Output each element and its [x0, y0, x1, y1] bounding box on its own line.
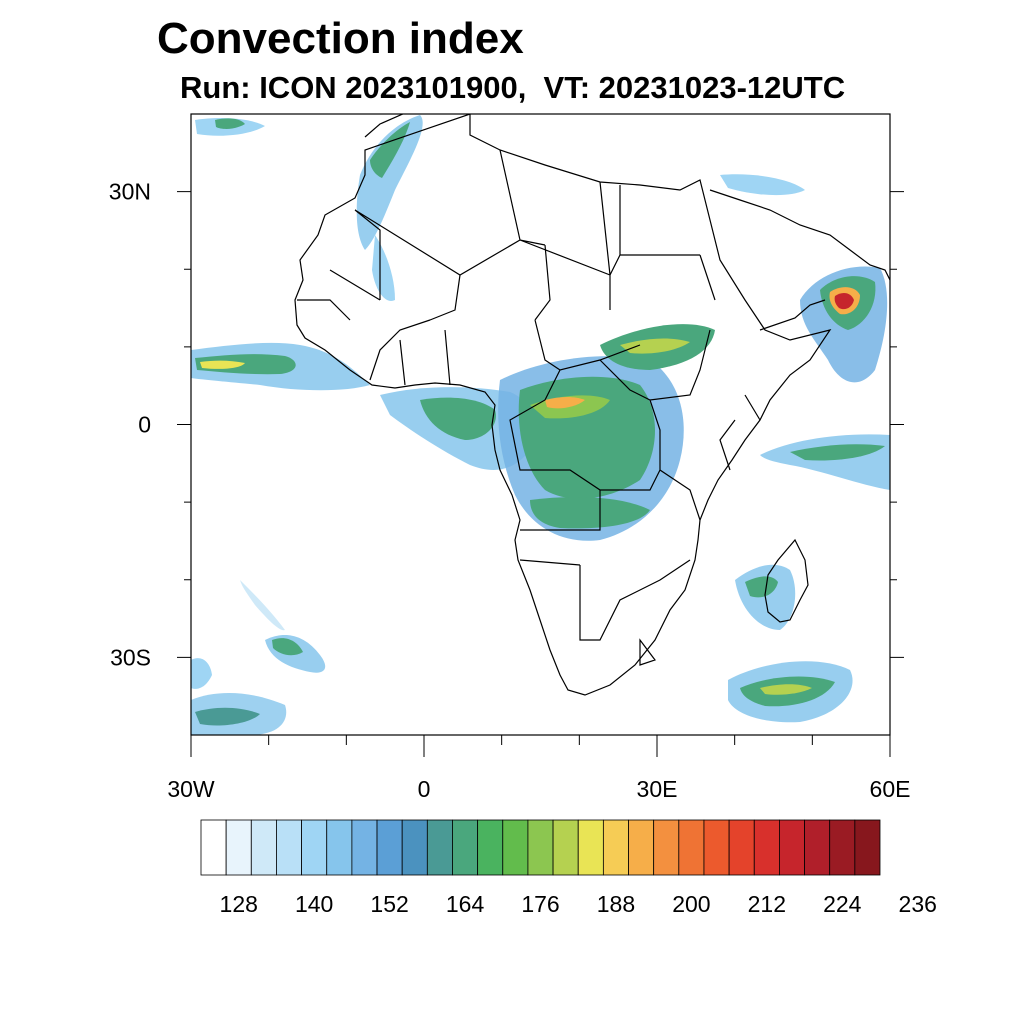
- colorbar-swatch: [527, 819, 554, 876]
- colorbar-tick-label: 224: [823, 891, 862, 917]
- colorbar-swatch: [477, 819, 504, 876]
- country-borders: [297, 149, 761, 666]
- colorbar-swatch: [426, 819, 453, 876]
- field-sw-corner-core: [195, 707, 260, 726]
- colorbar-swatch: [653, 819, 680, 876]
- field-angola: [530, 497, 650, 529]
- colorbar-swatch: [854, 819, 881, 876]
- colorbar-swatch: [452, 819, 479, 876]
- field-nw-africa: [356, 115, 423, 250]
- colorbar-swatch: [577, 819, 604, 876]
- field-nw-africa-core: [370, 122, 410, 178]
- field-west-edge: [191, 658, 212, 689]
- arabia-coastline: [709, 189, 890, 331]
- lat-label: 30S: [110, 644, 151, 670]
- colorbar-swatch: [276, 819, 302, 876]
- colorbar-tick-label: 212: [748, 891, 786, 917]
- colorbar-swatch: [225, 819, 252, 876]
- colorbar-tick-label: 128: [220, 891, 258, 917]
- field-itcz-peak: [200, 360, 245, 369]
- colorbar-swatch: [200, 819, 227, 876]
- colorbar-labels: 128 140 152 164 176 188 200 212 224 236: [220, 891, 937, 917]
- field-iberia: [215, 118, 245, 129]
- colorbar-swatch: [376, 819, 403, 876]
- colorbar-tick-label: 188: [597, 891, 635, 917]
- colorbar-tick-label: 176: [521, 891, 559, 917]
- lat-label: 0: [138, 412, 151, 438]
- field-cyclone-eye: [834, 292, 854, 310]
- field-south-indian-peak: [760, 684, 812, 695]
- colorbar-tick-label: 152: [370, 891, 408, 917]
- convection-field: [191, 115, 890, 735]
- field-persian-gulf: [720, 174, 805, 196]
- field-west-sahara: [372, 235, 395, 301]
- colorbar-swatch: [351, 819, 378, 876]
- lat-label: 30N: [109, 179, 151, 205]
- field-sw-streak: [240, 580, 285, 631]
- field-congo-core: [518, 376, 655, 499]
- colorbar-tick-label: 140: [295, 891, 333, 917]
- axis-ticks: [177, 191, 904, 757]
- field-congo-peak: [545, 397, 585, 409]
- colorbar-swatch: [829, 819, 856, 876]
- colorbar-tick-label: 200: [672, 891, 710, 917]
- colorbar-tick-label: 236: [899, 891, 937, 917]
- colorbar-swatch: [326, 819, 353, 876]
- lon-label: 0: [418, 776, 431, 802]
- colorbar: [200, 819, 881, 876]
- colorbar-swatch: [602, 819, 629, 876]
- colorbar-swatch: [703, 819, 730, 876]
- colorbar-swatch: [779, 819, 805, 876]
- colorbar-swatch: [804, 819, 831, 876]
- coastlines-borders: [294, 114, 890, 696]
- field-indian-ocean-core: [790, 444, 885, 461]
- chart-subtitle: Run: ICON 2023101900, VT: 20231023-12UTC: [180, 70, 846, 105]
- field-east-africa-peak: [620, 338, 690, 354]
- lon-label: 30W: [167, 776, 215, 802]
- lon-label: 30E: [637, 776, 678, 802]
- colorbar-swatch: [552, 819, 579, 876]
- field-madagascar-core: [745, 576, 778, 598]
- colorbar-swatch: [301, 819, 328, 876]
- field-gulf-core: [420, 397, 496, 440]
- colorbar-tick-label: 164: [446, 891, 485, 917]
- colorbar-swatch: [250, 819, 277, 876]
- colorbar-swatch: [678, 819, 705, 876]
- field-itcz-core: [195, 354, 296, 375]
- colorbar-swatch: [753, 819, 780, 876]
- field-south-atlantic-core: [272, 638, 303, 656]
- colorbar-swatch: [628, 819, 655, 876]
- madagascar-coastline: [764, 538, 809, 623]
- lon-label: 60E: [870, 776, 911, 802]
- axis-labels: 30N 0 30S 30W 0 30E 60E: [109, 179, 911, 802]
- colorbar-swatch: [401, 819, 428, 876]
- chart-title: Convection index: [157, 14, 524, 63]
- colorbar-swatch: [728, 819, 755, 876]
- colorbar-swatch: [502, 819, 529, 876]
- africa-coastline: [294, 114, 832, 696]
